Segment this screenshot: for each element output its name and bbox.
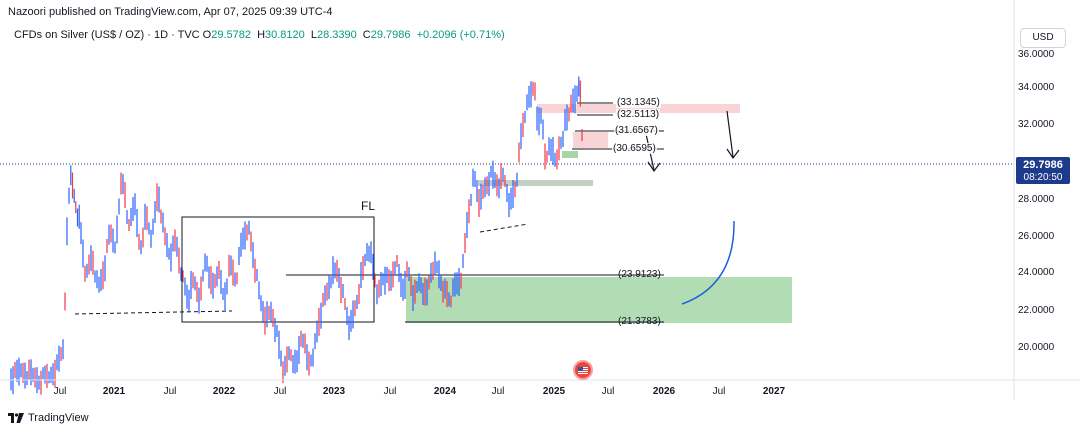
published-line: Nazoori published on TradingView.com, Ap… — [8, 6, 333, 18]
open-value: 29.5782 — [211, 29, 251, 41]
low-value: 28.3390 — [316, 29, 357, 41]
time-axis-label: Jul — [383, 386, 397, 397]
curve-arrow-icon — [681, 220, 735, 305]
pink-supply-zone — [537, 104, 740, 113]
change-value: +0.2096 (+0.71%) — [416, 29, 505, 41]
price-label: 32.0000 — [1018, 119, 1055, 130]
dashed-support-line-2 — [479, 223, 529, 233]
high-label: H — [257, 29, 266, 41]
open-label: O — [202, 29, 212, 41]
price-label: 24.0000 — [1018, 267, 1055, 278]
candles — [10, 76, 583, 395]
symbol-name[interactable]: CFDs on Silver (US$ / OZ) · 1D · TVC — [14, 29, 200, 41]
price-label: 26.0000 — [1018, 231, 1055, 242]
level-label: (32.5113) — [616, 109, 661, 120]
time-axis-label: Jul — [163, 386, 177, 397]
gray-zone — [478, 180, 593, 186]
time-axis-label: 2021 — [102, 386, 126, 397]
symbol-legend: CFDs on Silver (US$ / OZ) · 1D · TVC O29… — [14, 29, 505, 41]
green-demand-zone — [406, 277, 792, 323]
level-label: (21.3783) — [618, 316, 661, 327]
close-label: C — [362, 29, 371, 41]
time-axis-label: Jul — [712, 386, 726, 397]
time-axis-label: 2023 — [322, 386, 346, 397]
level-label: (30.6595) — [612, 143, 657, 154]
level-label: (33.1345) — [616, 97, 661, 108]
bar-countdown: 08:20:50 — [1023, 172, 1063, 183]
currency-button[interactable]: USD — [1020, 28, 1066, 48]
time-axis-label: 2027 — [762, 386, 786, 397]
time-axis-label: 2022 — [212, 386, 236, 397]
pink-supply-zone-2 — [573, 132, 608, 148]
dashed-support-line — [74, 310, 233, 315]
price-label: 34.0000 — [1018, 82, 1055, 93]
fl-label: FL — [361, 199, 376, 213]
time-axis-label: 2026 — [652, 386, 676, 397]
arrow-down-icon — [647, 161, 661, 173]
price-label: 36.0000 — [1018, 49, 1055, 60]
close-value: 29.7986 — [370, 29, 411, 41]
current-price: 29.7986 — [1023, 159, 1063, 171]
time-axis-label: Jul — [273, 386, 287, 397]
level-label: (23.9123) — [618, 269, 661, 280]
time-axis-label: 2025 — [542, 386, 566, 397]
high-value: 30.8120 — [265, 29, 305, 41]
time-axis-label: Jul — [491, 386, 505, 397]
current-price-badge: 29.7986 08:20:50 — [1016, 157, 1070, 184]
price-label: 28.0000 — [1018, 194, 1055, 205]
time-axis-label: Jul — [601, 386, 615, 397]
brand-name: TradingView — [28, 412, 89, 424]
price-label: 20.0000 — [1018, 342, 1055, 353]
time-axis-label: Jul — [53, 386, 67, 397]
arrow-down-icon — [726, 148, 740, 160]
time-axis-label: 2024 — [433, 386, 457, 397]
tradingview-brand[interactable]: TradingView — [8, 412, 89, 424]
arrow-down-icon — [726, 110, 734, 158]
level-label: (31.6567) — [614, 125, 659, 136]
price-label: 22.0000 — [1018, 305, 1055, 316]
range-box-fl — [181, 216, 375, 323]
us-flag-icon[interactable] — [573, 360, 593, 380]
tradingview-logo-icon — [8, 413, 24, 423]
low-label: L — [310, 29, 317, 41]
small-green-zone — [562, 151, 578, 158]
